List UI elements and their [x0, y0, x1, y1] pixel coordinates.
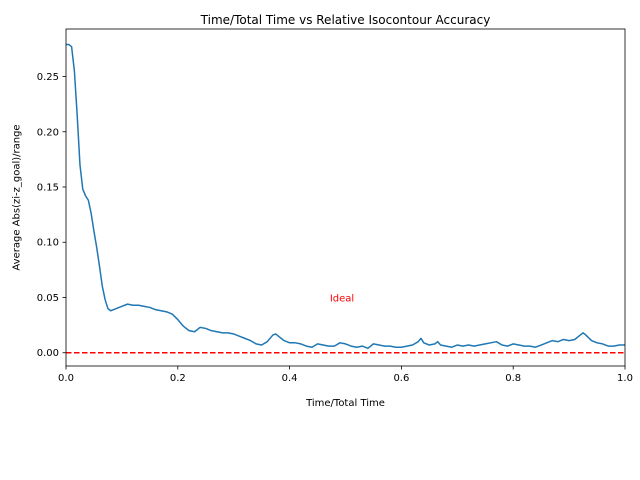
x-tick-label: 0.8 [505, 373, 521, 384]
x-tick-label: 0.0 [58, 373, 74, 384]
y-axis: 0.00 0.05 0.10 0.15 0.20 0.25 [37, 72, 66, 359]
x-tick-label: 0.2 [170, 373, 186, 384]
x-axis-label: Time/Total Time [305, 398, 385, 409]
x-tick-label: 0.6 [393, 373, 409, 384]
y-axis-label: Average Abs(zi-z_goal)/range [12, 124, 23, 270]
y-tick-label: 0.05 [37, 293, 59, 304]
x-tick-label: 1.0 [617, 373, 633, 384]
y-tick-label: 0.20 [37, 127, 59, 138]
annotation-ideal: Ideal [330, 293, 354, 304]
y-tick-label: 0.15 [37, 183, 59, 194]
x-axis: 0.0 0.2 0.4 0.6 0.8 1.0 [58, 366, 633, 384]
chart-title: Time/Total Time vs Relative Isocontour A… [200, 13, 491, 27]
y-tick-label: 0.10 [37, 238, 59, 249]
plot-layer: Ideal [66, 43, 625, 354]
series-line-0 [66, 43, 625, 350]
y-tick-label: 0.25 [37, 72, 59, 83]
x-tick-label: 0.4 [282, 373, 298, 384]
plot-frame [65, 28, 626, 367]
y-tick-label: 0.00 [37, 348, 59, 359]
